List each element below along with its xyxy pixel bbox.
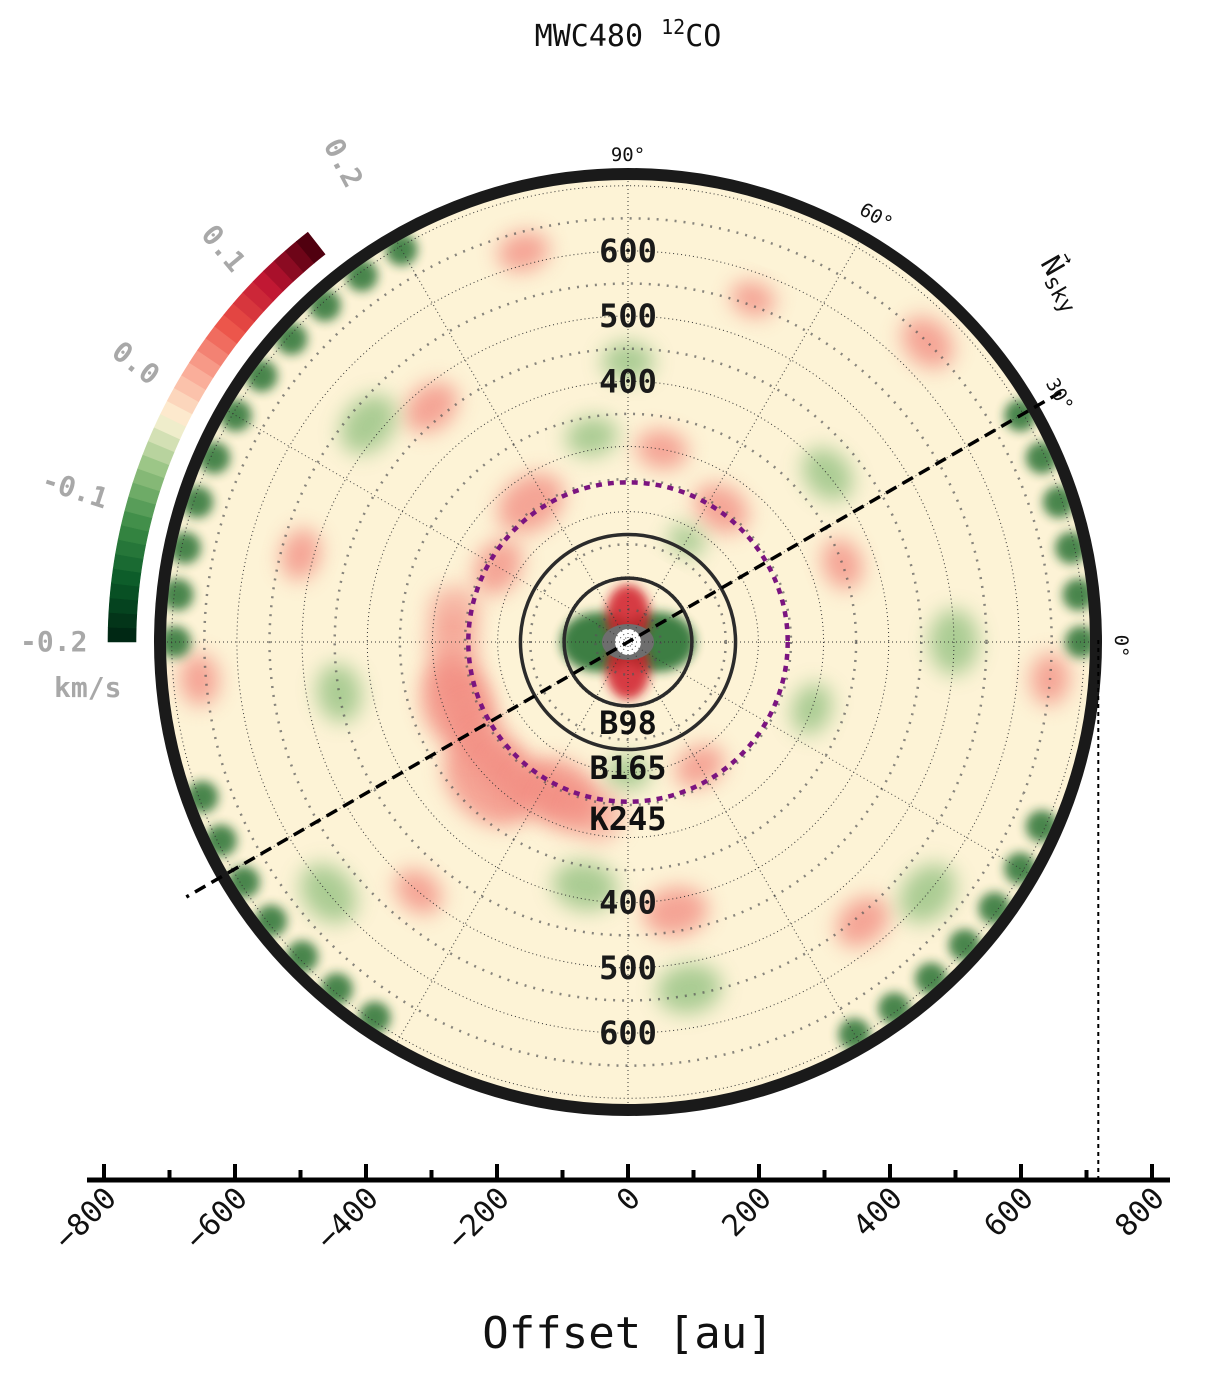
colorbar-segment-1: [107, 612, 138, 629]
heatmap-blob-27: [300, 863, 357, 923]
heatmap-blob-15: [497, 231, 550, 272]
x-tick-label-600: 600: [978, 1181, 1041, 1244]
heatmap-blob-4: [474, 539, 523, 595]
x-tick-label--200: −200: [441, 1181, 517, 1257]
x-tick-label--400: −400: [310, 1181, 386, 1257]
angle-label-30: 30°: [1041, 375, 1077, 416]
gap-ring-b165: [518, 532, 738, 752]
heatmap-blobs: [179, 231, 1070, 1014]
gap-rings: [466, 480, 790, 804]
edge-arc-0-180: [160, 626, 191, 658]
cbar-tick-1: -0.1: [38, 463, 112, 515]
sky-north-axis-line: [185, 390, 1062, 899]
ring-label-bottom-500: 500: [599, 949, 657, 987]
heatmap-blob-18: [730, 281, 776, 317]
chart-title: MWC480 12CO: [535, 15, 722, 54]
ring-label-bottom-400: 400: [599, 884, 657, 922]
x-tick-label--800: −800: [48, 1181, 124, 1257]
x-axis-label: Offset [au]: [482, 1308, 773, 1359]
gap-ring-k245: [466, 480, 790, 804]
heatmap-blob-3: [497, 473, 564, 534]
ring-radius-labels: 600 500 400 400 500 600: [599, 232, 657, 1052]
cbar-tick-3: 0.1: [195, 218, 253, 278]
gap-label-b165: B165: [589, 749, 666, 787]
ring-label-top-600: 600: [599, 232, 657, 270]
grid-half-ring-600: [268, 282, 988, 1002]
cbar-unit: km/s: [54, 671, 121, 704]
ring-label-top-400: 400: [599, 362, 657, 400]
heatmap-blob-12: [901, 316, 954, 369]
grid-half-ring-300: [463, 477, 793, 807]
heatmap-blob-22: [802, 447, 854, 501]
heatmap-blob-5: [636, 429, 688, 470]
center-lobes: [560, 584, 696, 700]
ring-label-top-500: 500: [599, 297, 657, 335]
gap-label-k245: K245: [589, 800, 666, 838]
heatmap-blob-10: [404, 382, 458, 433]
cbar-tick-2: 0.0: [106, 335, 166, 392]
heatmap-blob-11: [280, 528, 321, 580]
heatmap-blob-16: [836, 896, 890, 947]
edge-arc-0-174: [161, 578, 194, 611]
colorbar-segment-31: [295, 231, 326, 264]
x-tick-label--600: −600: [179, 1181, 255, 1257]
colorbar-segment-0: [107, 626, 137, 643]
colorbar-arc: [107, 231, 326, 643]
grid-ring-300: [431, 445, 825, 839]
edge-arc-1-6: [1062, 578, 1095, 611]
x-tick-label-800: 800: [1109, 1181, 1172, 1244]
grid-ring-500: [301, 315, 955, 969]
angle-label-90: 90°: [611, 144, 645, 166]
heatmap-blob-20: [565, 416, 618, 457]
angle-label-0: 0°: [1110, 635, 1132, 658]
grid-ring-200: [497, 511, 759, 773]
heatmap-blob-23: [316, 663, 362, 723]
grid-half-ring-500: [333, 347, 923, 937]
ring-label-bottom-600: 600: [599, 1014, 657, 1052]
edge-arc-1-0: [1065, 626, 1096, 658]
gap-labels: B98 B165 K245: [589, 704, 666, 838]
grid-ring-600: [236, 250, 1020, 1034]
disk-edge: [154, 168, 1102, 1116]
cbar-tick-0: -0.2: [20, 625, 87, 658]
x-tick-label-400: 400: [847, 1181, 910, 1244]
x-tick-label-200: 200: [716, 1181, 779, 1244]
cbar-tick-4: 0.2: [317, 133, 370, 193]
colorbar-segment-2: [108, 597, 139, 615]
heatmap-blob-13: [179, 653, 220, 706]
grid-half-ring-200: [528, 542, 728, 742]
heatmap-blob-9: [643, 886, 708, 937]
x-tick-label-0: 0: [610, 1181, 648, 1219]
gap-ring-b98: [562, 576, 694, 708]
angle-label-60: 60°: [856, 199, 897, 235]
grid-half-ring-700: [203, 217, 1053, 1067]
heatmap-blob-26: [656, 963, 722, 1014]
heatmap-blob-8: [821, 538, 863, 590]
heatmap-blob-21: [552, 861, 618, 911]
gap-label-b98: B98: [599, 704, 657, 742]
heatmap-blob-17: [394, 869, 443, 915]
